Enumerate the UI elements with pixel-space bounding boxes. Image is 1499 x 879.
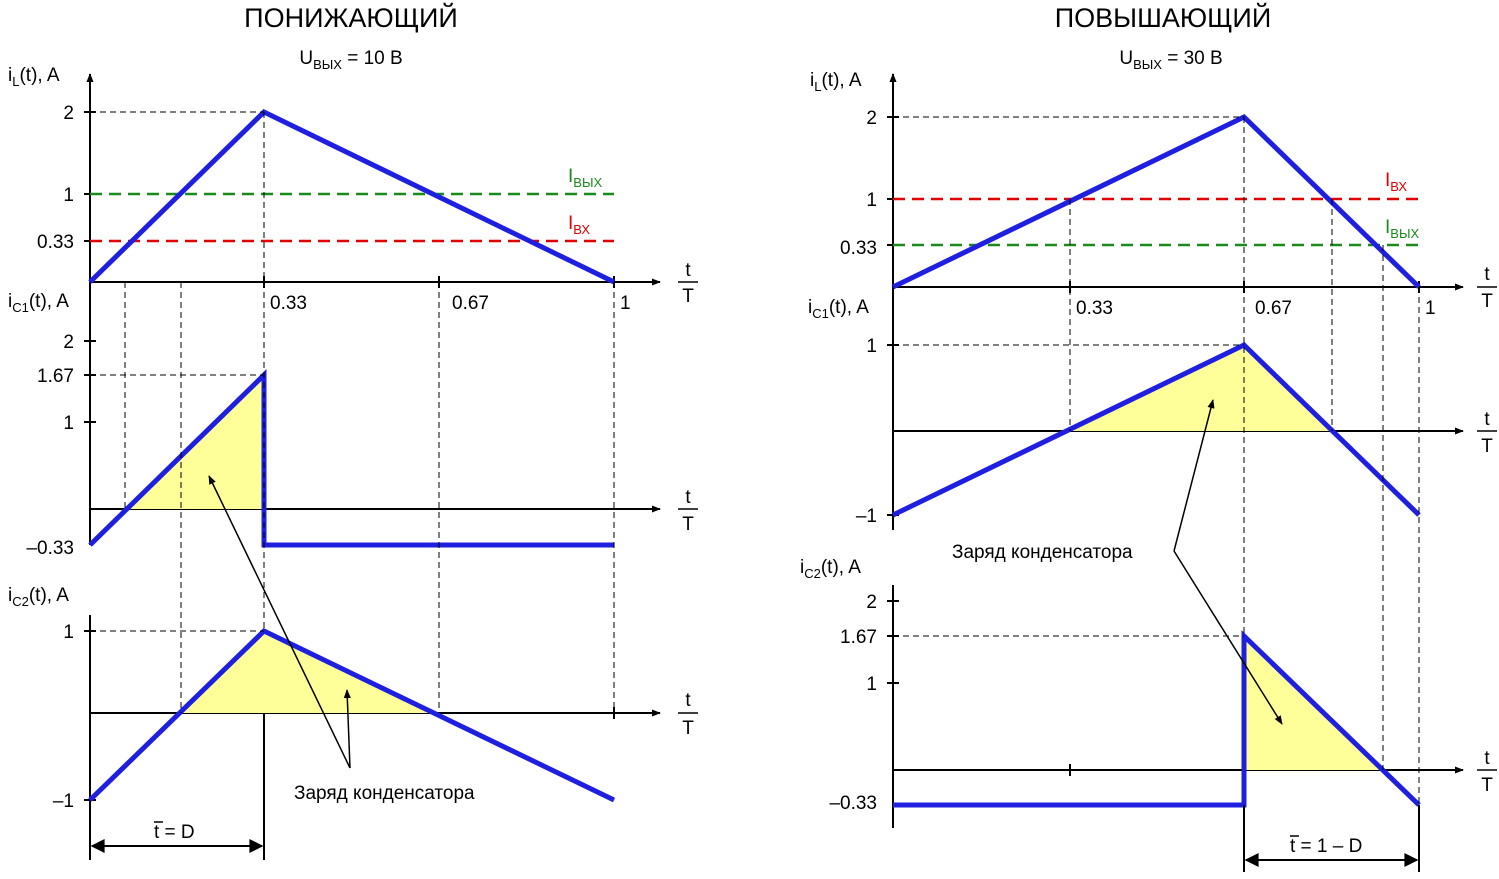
y-tick-label: 1 [866, 336, 877, 357]
boost-chart: ПОВЫШАЮЩИЙ UВЫХ = 30 В iL(t), A 2 1 0.33… [800, 2, 1497, 872]
t-denominator: T [682, 718, 694, 739]
t-numerator: t [685, 260, 691, 281]
t-numerator: t [1484, 748, 1490, 769]
y-tick-label: –0.33 [829, 793, 877, 814]
ic2-panel: iC2(t), A 2 1.67 1 –0.33 t T [800, 557, 1497, 872]
annotation-arrow [343, 689, 351, 769]
annotation-arrow [208, 475, 351, 769]
x-tick-label: 0.33 [1076, 298, 1113, 319]
t-numerator: t [685, 690, 691, 711]
y-tick-label: 0.33 [37, 232, 74, 253]
y-tick-label: –0.33 [26, 538, 74, 559]
t-denominator: T [682, 514, 694, 535]
y-tick-label: 2 [63, 103, 74, 124]
y-tick-label: 1 [63, 622, 74, 643]
x-tick-label: 1 [620, 293, 631, 314]
inductor-current-waveform [88, 108, 616, 285]
y-axis-label: iC1(t), A [808, 297, 869, 321]
t-denominator: T [1481, 291, 1493, 312]
x-tick-label: 1 [1425, 298, 1436, 319]
charge-area [1070, 345, 1332, 431]
annotation-arrow [1173, 550, 1283, 725]
y-tick-label: –1 [53, 791, 74, 812]
chart-title: ПОНИЖАЮЩИЙ [244, 2, 458, 33]
y-tick-label: 2 [63, 332, 74, 353]
y-axis-label: iC2(t), A [8, 585, 69, 609]
x-tick-label: 0.67 [1255, 298, 1292, 319]
c1-current-waveform [88, 369, 614, 548]
output-current-label: IВЫХ [568, 166, 602, 190]
il-panel: iL(t), A 2 1 0.33 0.33 0.67 1 t T IВХ IВ… [810, 70, 1497, 319]
y-axis-label: iL(t), A [8, 65, 60, 89]
y-axis-label: iL(t), A [810, 70, 862, 94]
output-current-label: IВЫХ [1385, 217, 1419, 241]
c2-current-waveform [893, 630, 1421, 808]
annotation-arrow [1173, 399, 1215, 552]
c2-current-waveform [88, 627, 616, 803]
y-axis-label: iC1(t), A [8, 291, 69, 315]
y-tick-label: –1 [856, 506, 877, 527]
t-numerator: t [1484, 264, 1490, 285]
interval-label: t = D [154, 822, 195, 843]
y-tick-label: 1.67 [840, 627, 877, 648]
chart-title: ПОВЫШАЮЩИЙ [1055, 2, 1271, 33]
input-current-label: IВХ [1385, 170, 1407, 194]
t-numerator: t [685, 487, 691, 508]
charge-annotation: Заряд конденсатора [294, 783, 475, 804]
x-tick-label: 0.33 [270, 293, 307, 314]
interval-label: t = 1 – D [1290, 836, 1362, 857]
ic1-panel: iC1(t), A 2 1.67 1 –0.33 t T [8, 290, 698, 559]
y-tick-label: 2 [866, 108, 877, 129]
chart-subtitle: UВЫХ = 30 В [1119, 48, 1222, 72]
inductor-current-waveform [891, 113, 1421, 290]
t-denominator: T [1481, 775, 1493, 796]
ic2-panel: iC2(t), A 1 –1 t T [8, 585, 698, 860]
y-tick-label: 2 [866, 592, 877, 613]
chart-subtitle: UВЫХ = 10 В [299, 48, 402, 72]
y-tick-label: 1 [63, 185, 74, 206]
x-tick-label: 0.67 [452, 293, 489, 314]
t-numerator: t [1484, 409, 1490, 430]
y-tick-label: 0.33 [840, 238, 877, 259]
charge-annotation: Заряд конденсатора [952, 542, 1133, 563]
input-current-label: IВХ [568, 213, 590, 237]
buck-chart: ПОНИЖАЮЩИЙ UВЫХ = 10 В iL(t), A 2 1 0.33… [8, 2, 698, 860]
y-tick-label: 1.67 [37, 366, 74, 387]
ic1-panel: iC1(t), A 1 –1 t T [808, 295, 1497, 530]
il-panel: iL(t), A 2 1 0.33 0.33 0.67 1 t T IВЫХ I… [8, 65, 698, 314]
y-axis-label: iC2(t), A [800, 557, 861, 581]
y-tick-label: 1 [63, 413, 74, 434]
t-denominator: T [1481, 436, 1493, 457]
y-tick-label: 1 [866, 674, 877, 695]
y-tick-label: 1 [866, 190, 877, 211]
t-denominator: T [682, 286, 694, 307]
